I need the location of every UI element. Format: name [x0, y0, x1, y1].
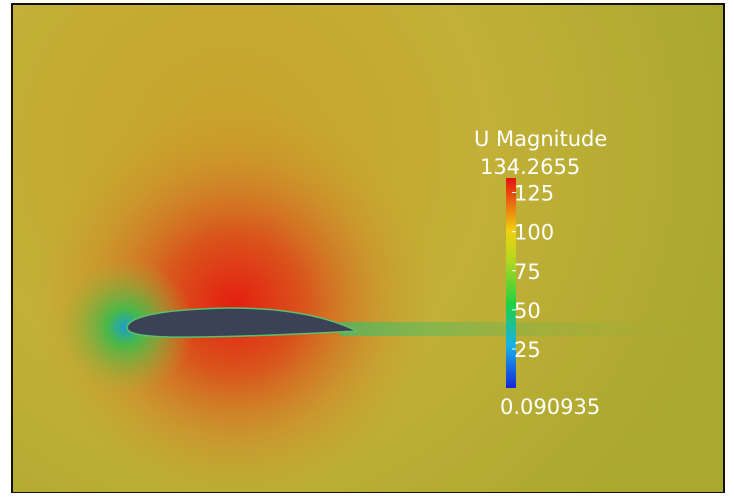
colorbar-tick-label: 125 — [514, 182, 554, 206]
colorbar-min-label: 0.090935 — [500, 395, 600, 419]
colorbar-max-label: 134.2655 — [480, 155, 580, 179]
colorbar-tick-label: 50 — [514, 299, 541, 323]
colorbar-tick-label: 100 — [514, 221, 554, 245]
wake — [340, 322, 724, 336]
stagnation-region — [13, 5, 724, 493]
colorbar-tick-label: 25 — [514, 338, 541, 362]
colorbar — [506, 178, 516, 388]
colorbar-title: U Magnitude — [474, 127, 607, 151]
colorbar-tick-label: 75 — [514, 260, 541, 284]
airfoil — [126, 307, 358, 338]
